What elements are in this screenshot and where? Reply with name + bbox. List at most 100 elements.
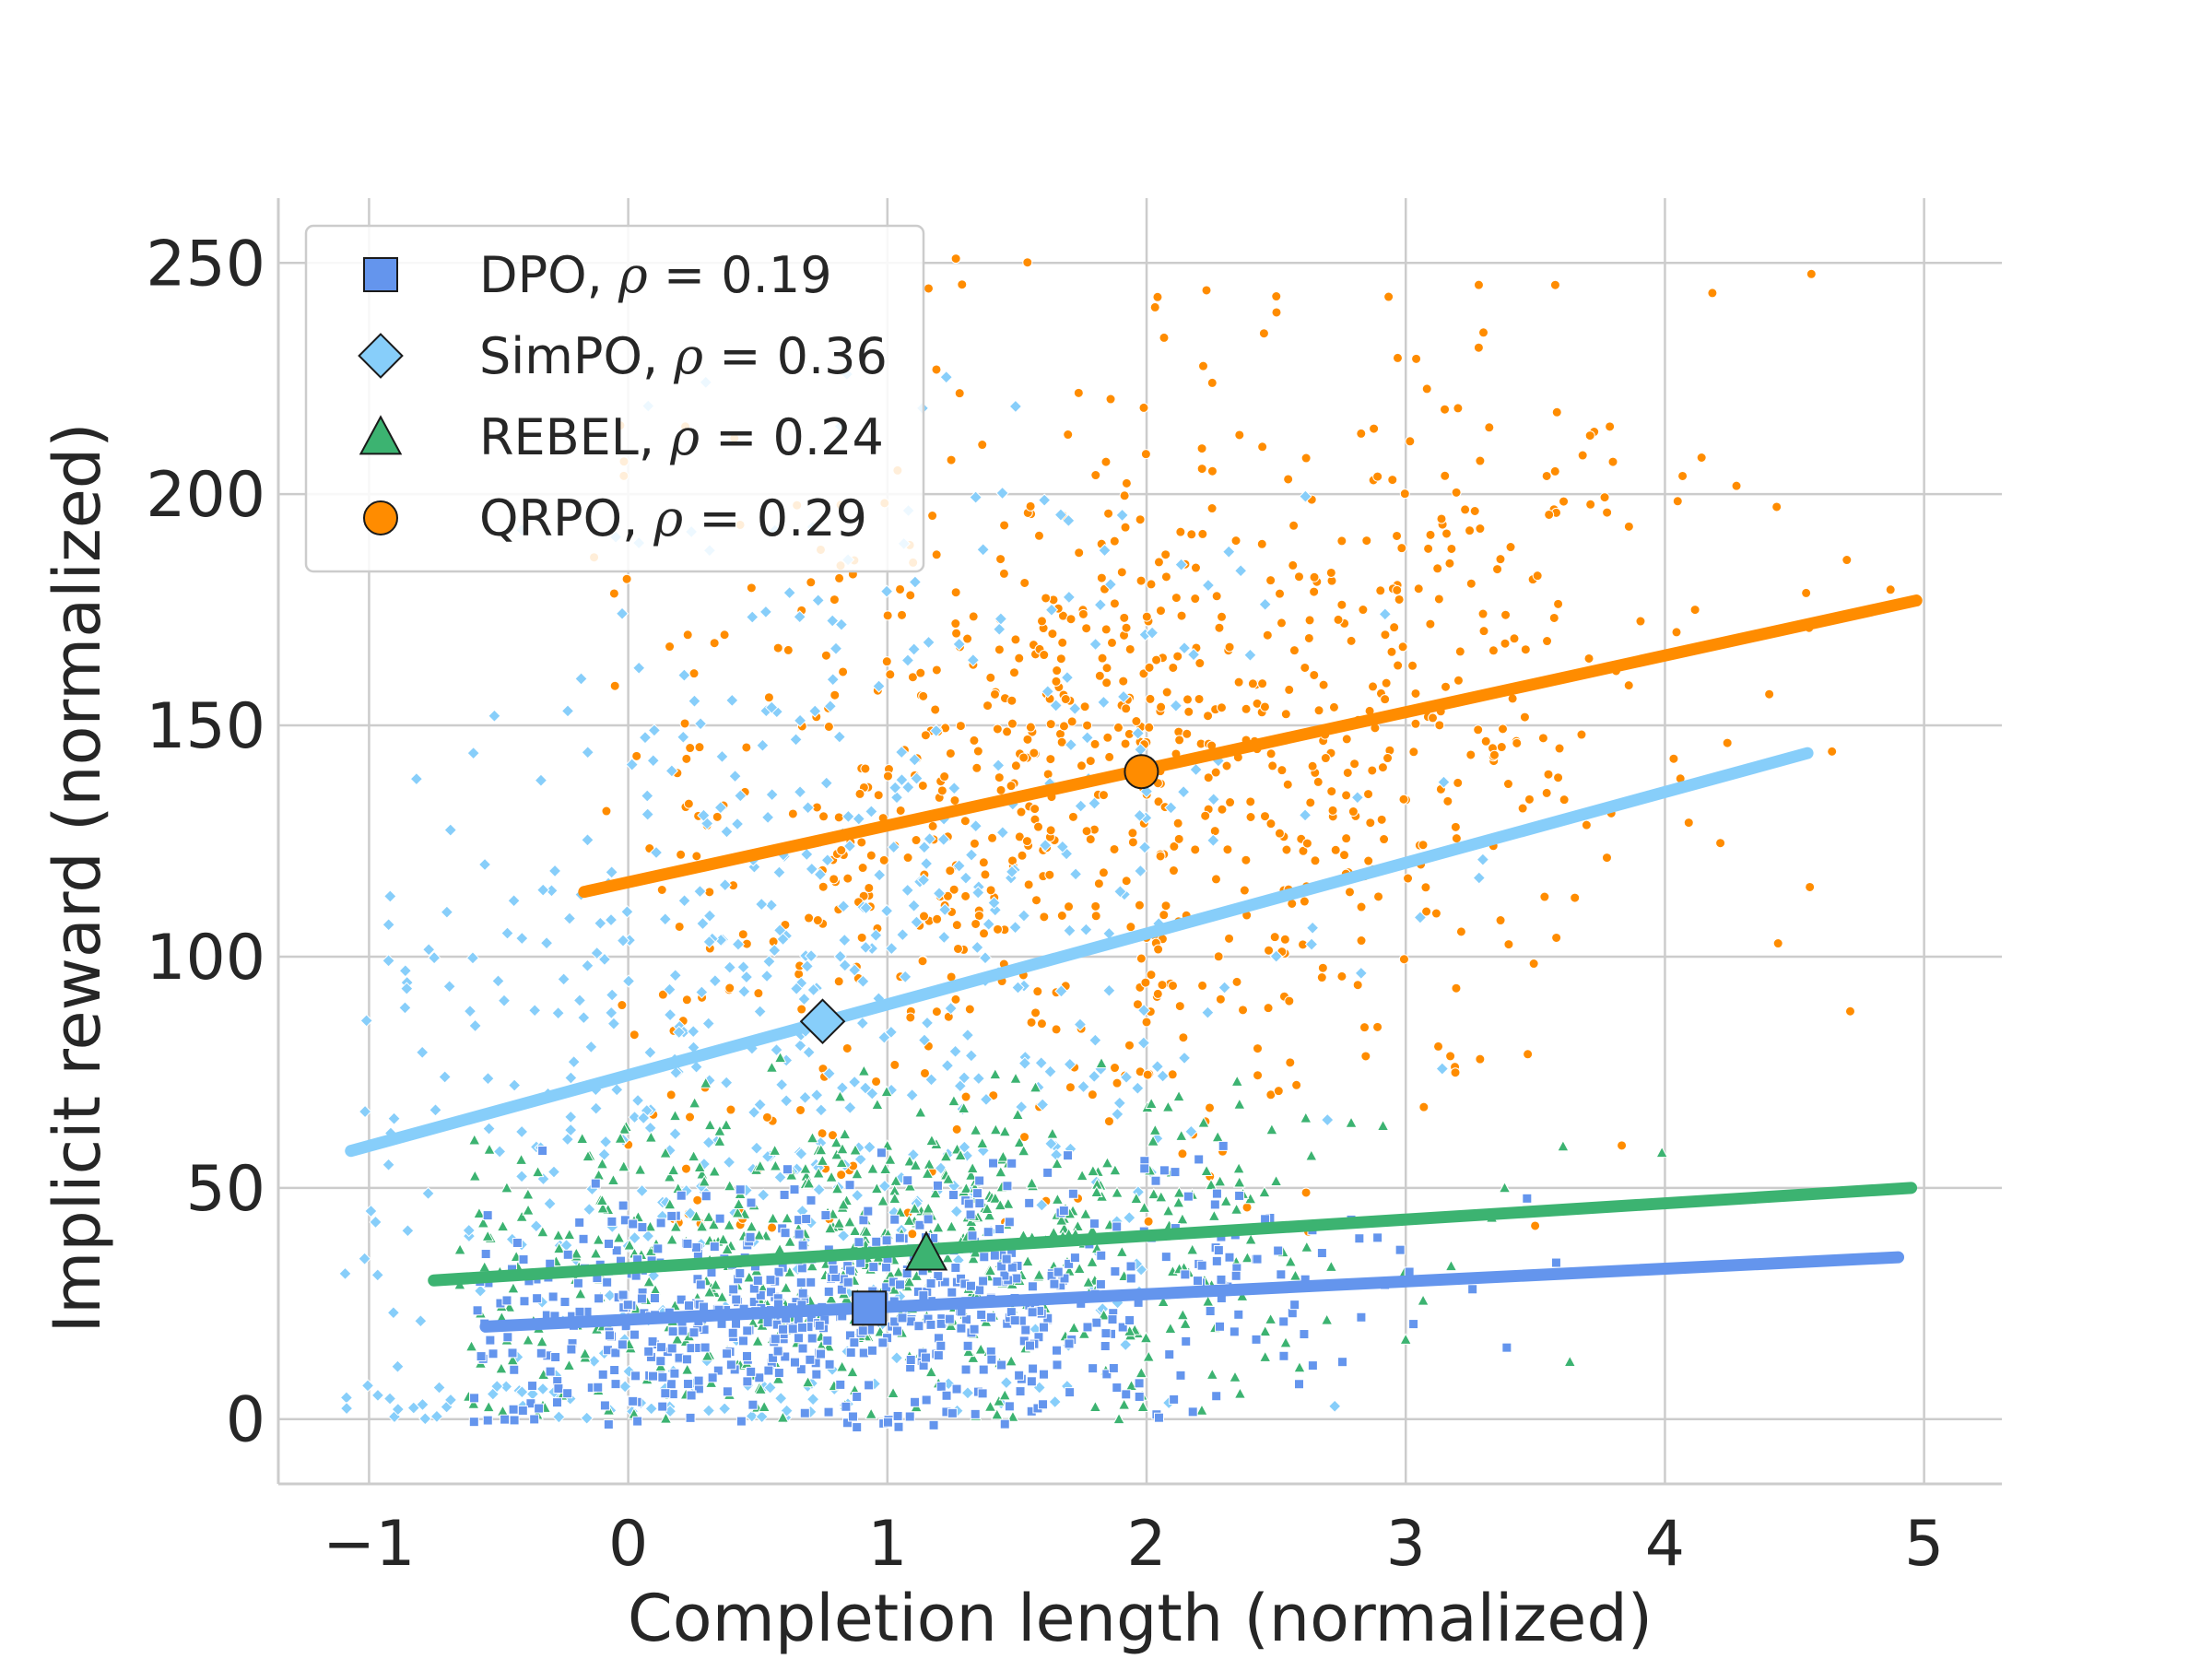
scatter-point <box>1144 662 1155 673</box>
scatter-point <box>677 668 691 682</box>
scatter-point <box>1089 738 1100 749</box>
scatter-point <box>1087 1164 1100 1177</box>
scatter-point <box>1441 681 1452 692</box>
scatter-point <box>584 1040 598 1054</box>
scatter-point <box>722 1155 736 1170</box>
scatter-point <box>672 1025 686 1040</box>
scatter-point <box>820 650 831 661</box>
scatter-point <box>1133 808 1147 823</box>
scatter-point <box>813 867 828 882</box>
scatter-point <box>1063 1057 1077 1071</box>
scatter-point <box>1232 1175 1246 1188</box>
scatter-point <box>681 753 692 764</box>
scatter-point <box>679 718 690 729</box>
scatter-point <box>985 885 996 896</box>
scatter-point <box>987 832 998 843</box>
scatter-point <box>957 1071 971 1085</box>
scatter-point <box>563 1110 578 1124</box>
scatter-point <box>1387 475 1398 486</box>
scatter-point <box>572 994 587 1007</box>
scatter-point <box>993 1394 1006 1406</box>
scatter-point <box>922 635 935 650</box>
scatter-point <box>856 974 870 988</box>
scatter-point <box>1217 804 1228 815</box>
scatter-point <box>990 1407 1004 1420</box>
scatter-point <box>473 1206 486 1218</box>
scatter-point <box>472 1305 483 1316</box>
scatter-point <box>988 1067 1002 1080</box>
scatter-point <box>564 1071 578 1085</box>
scatter-point <box>1408 1319 1419 1330</box>
scatter-point <box>1229 1326 1240 1337</box>
scatter-point <box>870 1182 884 1194</box>
scatter-point <box>1557 1139 1570 1152</box>
scatter-point <box>668 1127 682 1141</box>
scatter-point <box>1206 503 1218 514</box>
scatter-point <box>1288 645 1300 656</box>
scatter-point <box>899 970 912 984</box>
scatter-point <box>1118 676 1129 687</box>
scatter-point <box>1140 449 1151 460</box>
scatter-point <box>927 511 938 522</box>
scatter-point <box>768 943 782 958</box>
scatter-point <box>937 930 951 945</box>
scatter-point <box>597 952 612 967</box>
scatter-point <box>1177 641 1192 655</box>
scatter-point <box>1196 464 1207 475</box>
scatter-point <box>950 253 961 265</box>
scatter-point <box>1022 257 1033 268</box>
mean-markers <box>799 754 1159 1326</box>
scatter-point <box>1077 608 1088 619</box>
scatter-point <box>468 1417 479 1428</box>
scatter-point <box>939 1277 950 1288</box>
scatter-point <box>1363 855 1374 866</box>
scatter-point <box>932 913 943 924</box>
scatter-point <box>465 1339 478 1352</box>
scatter-point <box>976 1309 987 1320</box>
scatter-point <box>507 1078 522 1092</box>
scatter-point <box>559 1297 571 1308</box>
scatter-point <box>1465 749 1477 760</box>
scatter-point <box>1398 954 1409 965</box>
scatter-point <box>1394 1244 1406 1255</box>
scatter-point <box>1671 627 1682 638</box>
scatter-point <box>514 1170 529 1183</box>
legend-marker-dpo <box>363 257 398 292</box>
scatter-point <box>1389 622 1400 633</box>
scatter-point <box>1299 489 1312 503</box>
scatter-point <box>1392 584 1403 595</box>
scatter-point <box>485 1335 496 1346</box>
scatter-point <box>1554 743 1565 754</box>
scatter-point <box>700 1342 711 1353</box>
scatter-point <box>835 1359 849 1372</box>
legend-label-rebel: REBEL, ρ = 0.24 <box>479 408 884 466</box>
scatter-point <box>1065 1387 1076 1398</box>
scatter-point <box>858 1081 873 1095</box>
scatter-point <box>517 1405 528 1416</box>
scatter-point <box>612 1230 626 1243</box>
scatter-point <box>1006 1262 1018 1273</box>
scatter-point <box>1549 465 1560 477</box>
scatter-point <box>1142 1349 1156 1362</box>
scatter-point <box>995 486 1009 500</box>
scatter-point <box>931 665 942 676</box>
scatter-point <box>755 897 769 912</box>
scatter-point <box>1219 1194 1233 1206</box>
scatter-point <box>776 1410 790 1423</box>
scatter-point <box>1060 694 1071 705</box>
scatter-point <box>1013 1135 1026 1148</box>
scatter-point <box>902 1275 916 1288</box>
scatter-point <box>1522 1193 1533 1204</box>
scatter-point <box>1396 543 1407 554</box>
scatter-point <box>1477 608 1488 619</box>
scatter-point <box>919 911 930 922</box>
scatter-point <box>358 1104 372 1119</box>
scatter-point <box>1101 677 1112 688</box>
scatter-point <box>921 1167 935 1179</box>
scatter-point <box>804 912 815 924</box>
scatter-point <box>838 1127 852 1140</box>
scatter-point <box>1125 1261 1136 1272</box>
scatter-point <box>466 1397 480 1409</box>
scatter-point <box>907 672 918 683</box>
scatter-point <box>1377 762 1388 773</box>
